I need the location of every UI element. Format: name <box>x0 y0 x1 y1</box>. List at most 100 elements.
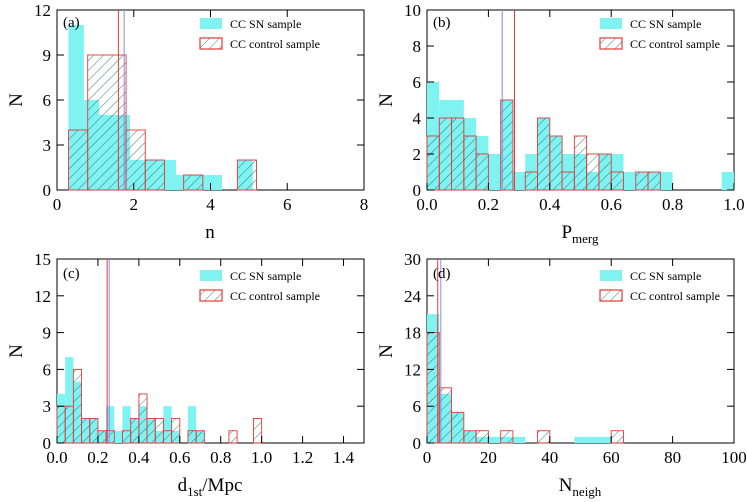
sn-bar <box>65 357 74 443</box>
medians-group: 0.0 0.2 0.4 0.6 0.8 1.0 0 2 4 6 8 10 <box>404 1 745 214</box>
control-bar <box>125 129 146 191</box>
x-tick-label: 60 <box>603 448 620 467</box>
sn-bar <box>488 154 501 190</box>
legend: CC SN sample CC control sample <box>599 269 720 303</box>
x-tick-label: 0.8 <box>662 195 683 214</box>
x-tick-label: 0.0 <box>416 195 437 214</box>
x-tick-label: 1.0 <box>251 448 272 467</box>
sn-bar <box>106 406 115 443</box>
panel-label: (a) <box>63 15 80 31</box>
control-bar <box>463 430 477 444</box>
x-tick-label: 0.6 <box>601 195 622 214</box>
y-tick-label: 0 <box>413 181 422 200</box>
panel-label: (b) <box>433 15 451 31</box>
control-bar <box>524 171 538 191</box>
y-tick-label: 24 <box>404 287 422 306</box>
x-tick-label: 0.6 <box>169 448 190 467</box>
medians-group: 0.0 0.2 0.4 0.6 0.8 1.0 1.2 1.4 0 3 6 9 12 15 <box>34 250 364 467</box>
y-tick-label: 6 <box>43 91 52 110</box>
control-bar <box>451 117 465 191</box>
control-bar <box>105 430 115 444</box>
y-tick-label: 18 <box>404 324 421 343</box>
sn-bar <box>512 172 526 190</box>
control-bar <box>438 117 453 191</box>
sn-bar <box>660 172 673 190</box>
x-tick-label: 6 <box>283 195 292 214</box>
x-tick-label: 0.4 <box>128 448 150 467</box>
control-bar <box>500 99 514 191</box>
control-bar <box>228 430 238 444</box>
sn-bar <box>122 406 131 443</box>
control-bar <box>68 129 89 191</box>
y-axis-label: N <box>376 344 397 358</box>
sn-bar <box>163 406 172 443</box>
y-tick-label: 6 <box>413 397 422 416</box>
sn-bar <box>187 406 197 443</box>
control-bar <box>171 418 181 444</box>
legend-label-control: CC control sample <box>630 37 720 51</box>
control-bar <box>463 135 477 191</box>
control-bar <box>122 430 132 444</box>
control-bar <box>537 117 551 191</box>
y-tick-label: 12 <box>404 360 421 379</box>
control-bar <box>537 430 551 444</box>
sn-bar <box>206 175 223 190</box>
x-tick-label: 0.2 <box>87 448 108 467</box>
control-bar <box>475 430 489 444</box>
panel-label: (d) <box>433 266 451 282</box>
control-bar <box>586 153 600 191</box>
plot-frame <box>56 258 365 444</box>
control-bar <box>183 174 204 191</box>
legend-label-control: CC control sample <box>230 289 320 303</box>
legend: CC SN sample CC control sample <box>199 269 320 303</box>
x-tick-label: 40 <box>541 448 558 467</box>
legend-label-control: CC control sample <box>630 289 720 303</box>
control-bar <box>500 430 514 444</box>
bars-group <box>426 82 734 191</box>
x-axis-label: n <box>205 222 215 243</box>
legend-label-sn: CC SN sample <box>230 269 301 283</box>
control-bar <box>138 393 148 444</box>
control-bar <box>451 411 465 444</box>
x-tick-label: 0 <box>423 448 432 467</box>
sn-bar <box>623 172 636 190</box>
plot-frame <box>426 258 735 444</box>
panel-b: 0.0 0.2 0.4 0.6 0.8 1.0 0 2 4 6 8 10 (b) CC SN samp… <box>376 1 745 246</box>
control-bar <box>81 418 91 444</box>
legend: CC SN sample CC control sample <box>199 17 320 51</box>
x-tick-label: 1.0 <box>723 195 744 214</box>
control-bar <box>635 171 649 191</box>
control-bar <box>162 430 173 444</box>
control-bar <box>72 368 83 444</box>
y-tick-label: 3 <box>43 397 52 416</box>
legend-label-sn: CC SN sample <box>630 269 701 283</box>
y-axis-label: N <box>376 93 397 107</box>
x-tick-label: 2 <box>130 195 139 214</box>
x-tick-label: 100 <box>721 448 747 467</box>
x-tick-label: 0.8 <box>210 448 231 467</box>
sn-bar <box>114 430 123 443</box>
y-tick-label: 30 <box>404 250 421 269</box>
x-tick-label: 1.2 <box>292 448 313 467</box>
x-axis-label: Pmerg <box>561 222 599 246</box>
y-tick-label: 2 <box>413 145 422 164</box>
y-tick-label: 8 <box>413 37 422 56</box>
medians-group: 0 2 4 6 8 0 3 6 9 12 <box>34 1 368 214</box>
sn-bar <box>574 436 587 443</box>
legend-swatch-sn <box>200 18 222 29</box>
control-bar <box>154 418 164 444</box>
y-tick-label: 10 <box>404 1 421 20</box>
panel-d: 0 20 40 60 80 100 0 6 12 18 24 30 (d) CC SN sample … <box>376 250 747 499</box>
legend-label-sn: CC SN sample <box>630 17 701 31</box>
y-tick-label: 4 <box>413 109 422 128</box>
y-tick-label: 6 <box>413 73 422 92</box>
control-bar <box>187 430 197 444</box>
control-bar <box>253 418 263 444</box>
y-tick-label: 6 <box>43 360 52 379</box>
bars-group <box>426 314 624 444</box>
x-tick-label: 0.0 <box>46 448 67 467</box>
control-bar <box>146 418 156 444</box>
sn-bar <box>488 436 501 443</box>
y-axis-label: N <box>6 93 27 107</box>
y-tick-label: 9 <box>43 46 52 65</box>
